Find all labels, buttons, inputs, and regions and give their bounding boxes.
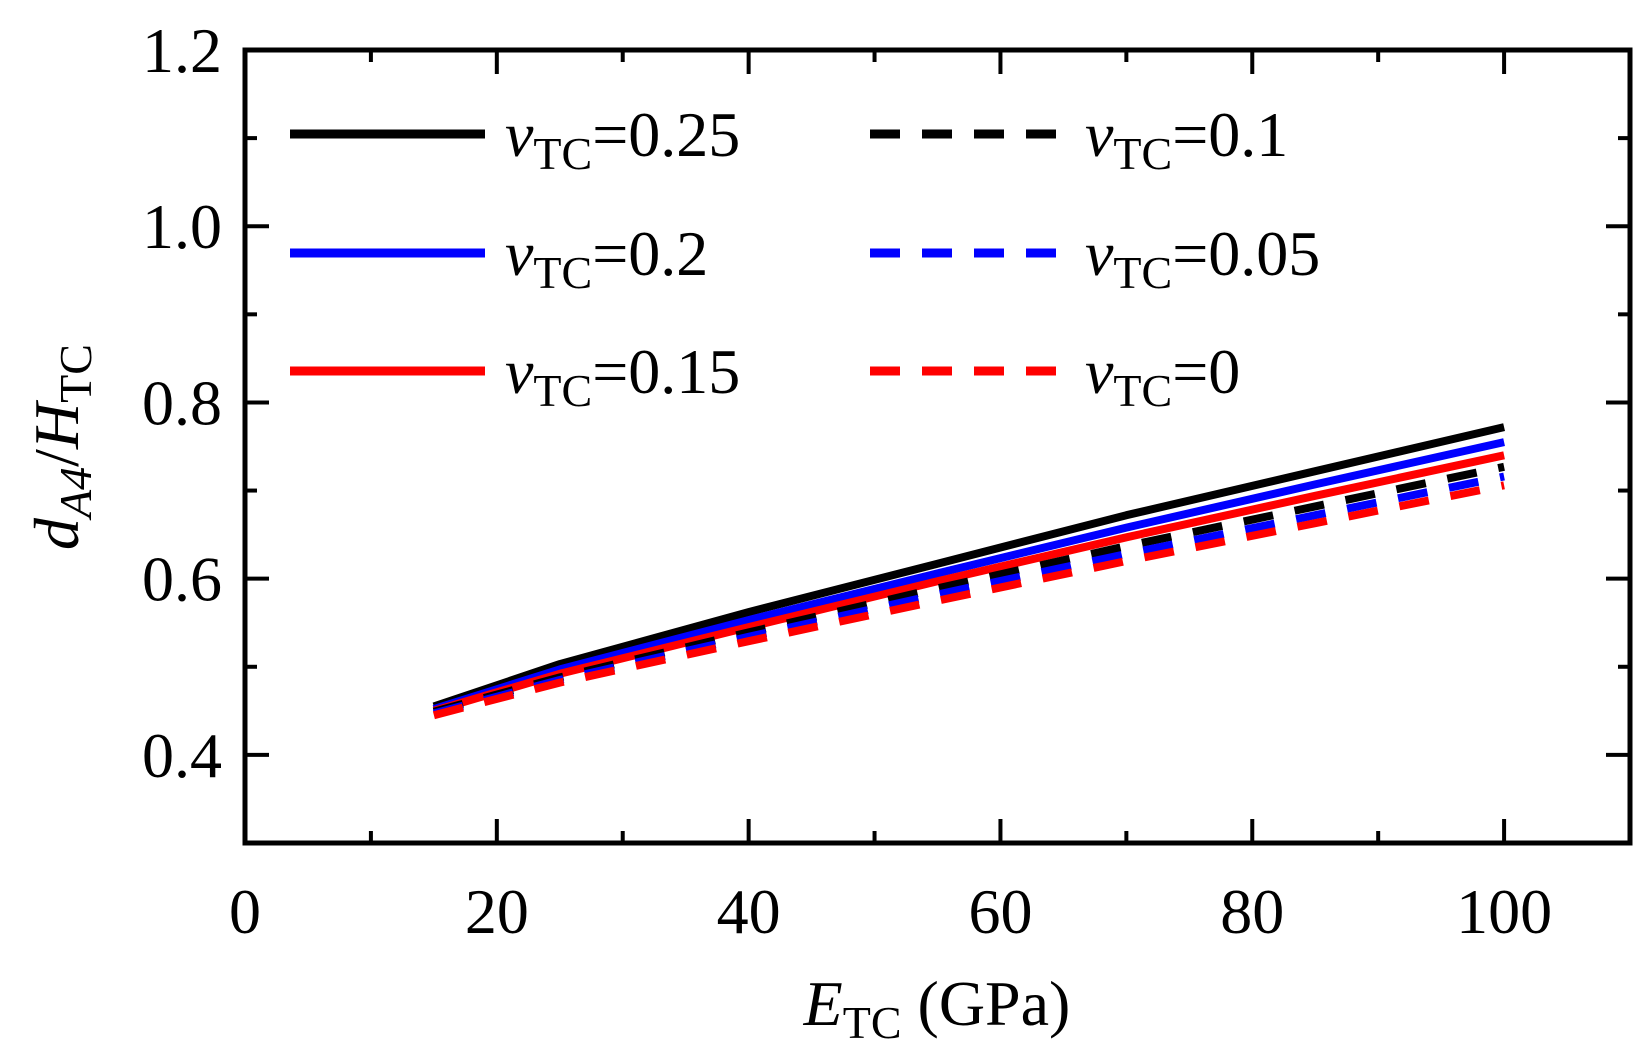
x-tick-label: 40 — [717, 876, 781, 947]
y-tick-label: 1.2 — [142, 15, 222, 86]
legend-label: vTC=0.25 — [505, 99, 740, 179]
x-tick-label: 80 — [1220, 876, 1284, 947]
legend-label: vTC=0.1 — [1085, 99, 1288, 179]
tick-labels: 0 20 40 60 80 100 0.4 0.6 0.8 1.0 1.2 — [142, 15, 1552, 947]
legend-label: vTC=0.15 — [505, 336, 740, 416]
legend-item: vTC=0.15 — [290, 336, 740, 416]
series-line-vtc-0-25 — [432, 423, 1506, 711]
legend: vTC=0.25 vTC=0.2 vTC=0.15 vTC=0.1 vTC=0.05 vT… — [290, 99, 1320, 416]
x-tick-label: 60 — [968, 876, 1032, 947]
series-line-vtc-0 — [432, 481, 1505, 720]
y-tick-label: 0.8 — [142, 367, 222, 438]
legend-item: vTC=0.2 — [290, 218, 708, 298]
y-tick-label: 1.0 — [142, 191, 222, 262]
legend-label: vTC=0 — [1085, 336, 1240, 416]
x-axis-title: ETC (GPa) — [803, 968, 1071, 1048]
y-axis-title: dA4/HTC — [21, 344, 101, 550]
legend-label: vTC=0.2 — [505, 218, 708, 298]
series-lines — [432, 423, 1506, 720]
plot-frame — [242, 47, 1633, 846]
legend-item: vTC=0 — [870, 336, 1240, 416]
legend-item: vTC=0.1 — [870, 99, 1288, 179]
legend-item: vTC=0.25 — [290, 99, 740, 179]
y-tick-label: 0.4 — [142, 720, 222, 791]
axis-ticks — [243, 48, 1632, 843]
x-tick-label: 100 — [1456, 876, 1552, 947]
x-tick-label: 20 — [465, 876, 529, 947]
series-line-vtc-0-2 — [432, 438, 1505, 713]
legend-label: vTC=0.05 — [1085, 218, 1320, 298]
x-tick-label: 0 — [229, 876, 261, 947]
legend-item: vTC=0.05 — [870, 218, 1320, 298]
y-tick-label: 0.6 — [142, 544, 222, 615]
